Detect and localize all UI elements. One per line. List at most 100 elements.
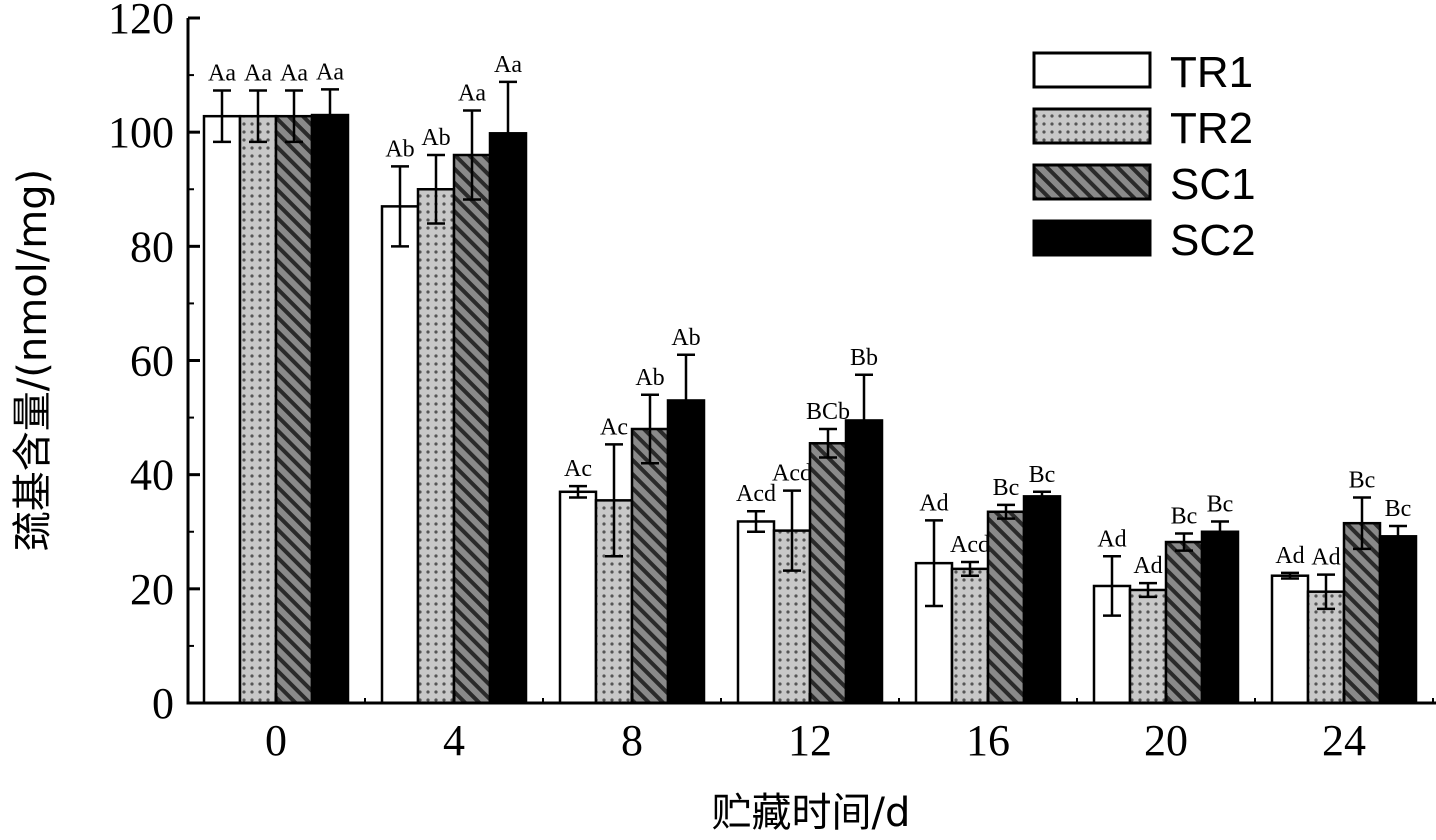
legend-label-sc2: SC2 (1170, 216, 1256, 265)
error-bar-sc2-0 (321, 88, 339, 142)
bar-sc1-16 (986, 510, 1026, 705)
y-tick-label: 0 (152, 679, 174, 728)
legend-swatch-sc2 (1032, 219, 1152, 257)
significance-label: Ac (564, 456, 592, 482)
legend-swatch-sc1 (1032, 163, 1152, 201)
y-axis-title: 巯基含量/(nmol/mg) (10, 169, 56, 551)
y-tick-label: 80 (130, 222, 174, 271)
significance-label: Aa (208, 60, 236, 86)
bar-sc1-8 (630, 427, 670, 705)
bar-sc1-24 (1342, 521, 1382, 705)
x-tick-label: 4 (443, 716, 465, 765)
error-bar-tr2-24 (1317, 573, 1335, 611)
legend-swatch-tr1 (1032, 51, 1152, 89)
error-bar-sc1-12 (819, 427, 837, 459)
error-bar-tr2-0 (249, 89, 267, 144)
error-bar-tr2-12 (783, 489, 801, 572)
x-tick-label: 24 (1322, 716, 1366, 765)
bar-tr1-24 (1270, 574, 1310, 705)
x-tick-label: 8 (621, 716, 643, 765)
significance-label: Ad (1311, 545, 1340, 571)
significance-label: BCb (806, 399, 850, 425)
y-ticks: 0 20 40 60 80 100 120 (108, 0, 200, 728)
legend-label-tr2: TR2 (1170, 104, 1253, 153)
error-bar-sc2-8 (677, 353, 695, 448)
bar-tr1-0 (202, 114, 242, 705)
x-tick-label: 20 (1144, 716, 1188, 765)
error-bar-sc2-12 (855, 373, 873, 468)
bar-sc2-16 (1022, 495, 1062, 705)
y-tick-label: 40 (130, 451, 174, 500)
x-axis-title: 贮藏时间/d (712, 790, 911, 836)
bar-sc2-8 (666, 399, 706, 705)
significance-label: Bb (850, 345, 878, 371)
significance-label: Ad (1097, 526, 1126, 552)
bar-sc2-24 (1378, 535, 1418, 705)
y-tick-label: 60 (130, 337, 174, 386)
significance-label: Ab (385, 136, 414, 162)
error-bar-sc1-24 (1353, 496, 1371, 551)
bar-tr2-16 (950, 567, 990, 705)
y-tick-label: 20 (130, 565, 174, 614)
error-bar-tr1-16 (925, 519, 943, 608)
error-bar-tr1-4 (391, 165, 409, 248)
bar-sc2-20 (1200, 530, 1240, 705)
significance-label: Ab (635, 365, 664, 391)
error-bar-sc2-4 (499, 80, 517, 186)
error-bar-tr1-24 (1281, 571, 1299, 580)
error-bar-tr2-4 (427, 153, 445, 225)
bar-sc2-0 (310, 113, 350, 705)
error-bar-sc1-4 (463, 109, 481, 201)
x-tick-label: 16 (966, 716, 1010, 765)
significance-label: Aa (316, 59, 344, 85)
error-bar-tr1-20 (1103, 555, 1121, 617)
error-bar-sc1-8 (641, 393, 659, 465)
error-bar-tr2-16 (961, 560, 979, 577)
bar-tr1-12 (736, 520, 776, 705)
significance-label: Aa (458, 80, 486, 106)
error-bar-sc1-16 (997, 503, 1015, 520)
legend-label-sc1: SC1 (1170, 160, 1256, 209)
significance-label: Aa (280, 60, 308, 86)
bar-sc1-12 (808, 442, 848, 705)
significance-label: Acd (950, 532, 990, 558)
bar-tr1-4 (380, 205, 420, 705)
significance-label: Ad (1133, 553, 1162, 579)
legend: TR1 TR2 SC1 SC2 (1032, 48, 1256, 265)
x-ticks: 0 4 8 12 16 20 24 (265, 693, 1434, 765)
significance-label: Ab (421, 125, 450, 151)
significance-label: Bc (993, 475, 1020, 501)
significance-label: Bc (1349, 468, 1376, 494)
significance-label: Bc (1029, 462, 1056, 488)
y-tick-label: 120 (108, 0, 174, 43)
error-bar-sc1-20 (1175, 532, 1193, 552)
error-bars-layer (213, 80, 1407, 617)
error-bar-tr2-20 (1139, 581, 1157, 599)
bar-tr2-20 (1128, 588, 1168, 705)
bar-sc1-4 (452, 153, 492, 705)
significance-label: Acd (772, 461, 812, 487)
significance-label: Ac (600, 414, 628, 440)
x-tick-label: 12 (788, 716, 832, 765)
x-tick-label: 0 (265, 716, 287, 765)
bar-sc2-4 (488, 132, 528, 705)
significance-label: Ad (1275, 543, 1304, 569)
significance-label: Bc (1207, 491, 1234, 517)
significance-label: Aa (494, 52, 522, 78)
error-bar-sc2-16 (1033, 490, 1051, 503)
y-tick-label: 100 (108, 108, 174, 157)
bar-tr2-4 (416, 188, 456, 705)
significance-label: Bc (1171, 503, 1198, 529)
error-bar-tr1-8 (569, 484, 587, 499)
significance-label: Acd (736, 481, 776, 507)
bar-sc1-0 (274, 114, 314, 705)
bar-sc1-20 (1164, 540, 1204, 705)
error-bar-sc2-20 (1211, 520, 1229, 544)
error-bar-tr1-0 (213, 89, 231, 144)
bar-tr2-0 (238, 114, 278, 705)
error-bar-sc1-0 (285, 89, 303, 144)
error-bar-tr2-8 (605, 443, 623, 558)
